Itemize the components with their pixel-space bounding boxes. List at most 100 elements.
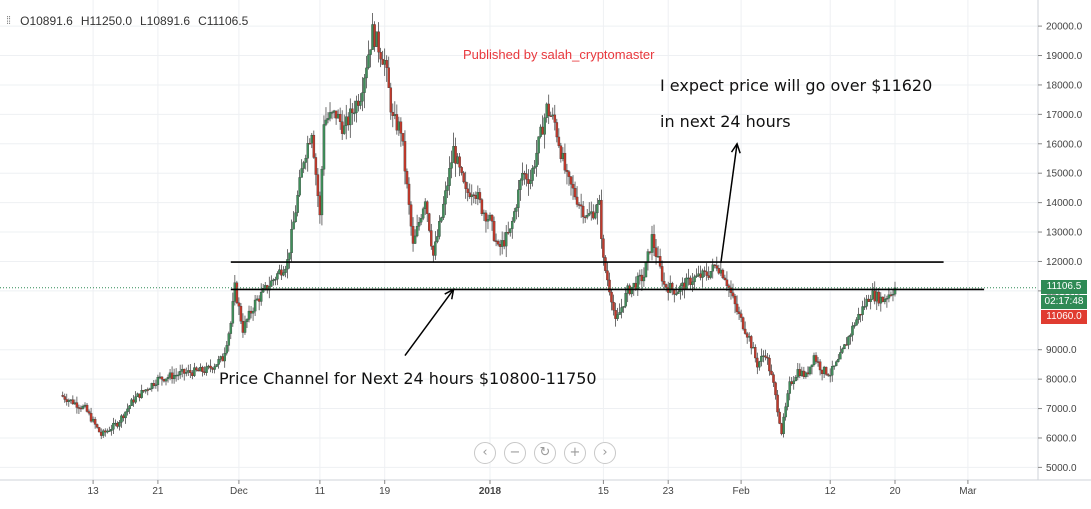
candle-body: [608, 279, 611, 293]
candle-body: [116, 422, 119, 427]
candle-body: [77, 407, 81, 409]
candle-body: [496, 241, 500, 245]
candle-body: [375, 31, 378, 47]
reset-icon: ↻: [539, 445, 551, 460]
candle-body: [280, 269, 283, 276]
candle-body: [436, 236, 439, 242]
drag-handle-icon[interactable]: ⁞⁞: [6, 15, 11, 27]
candle-body: [557, 136, 561, 146]
candle-body: [478, 192, 482, 200]
x-tick-label: 15: [598, 486, 610, 497]
candle-body: [695, 275, 698, 278]
candle-body: [99, 431, 103, 436]
candle-body: [75, 402, 79, 408]
candle-body: [847, 336, 850, 346]
zoom-out-button[interactable]: −: [504, 442, 526, 464]
candle-body: [707, 275, 710, 278]
candle-body: [213, 366, 216, 370]
candle-body: [861, 306, 864, 315]
candle-body: [671, 283, 674, 290]
candle-body: [596, 204, 599, 214]
candle-body: [569, 176, 573, 185]
candle-body: [806, 372, 810, 375]
y-tick-label: 17000.0: [1046, 110, 1083, 121]
candle-body: [713, 264, 717, 266]
candle-body: [606, 270, 609, 281]
candle-body: [835, 361, 838, 366]
candle-body: [731, 292, 735, 297]
candle-body: [630, 286, 634, 295]
candle-body: [168, 372, 172, 378]
candle-body: [693, 276, 696, 283]
candle-body: [83, 404, 87, 407]
y-tick-label: 5000.0: [1046, 463, 1077, 474]
candle-body: [545, 103, 548, 118]
candle-body: [577, 204, 581, 206]
candle-body: [355, 100, 358, 114]
candle-body: [508, 228, 512, 233]
candle-body: [778, 411, 781, 424]
candle-body: [798, 369, 802, 376]
candle-body: [849, 334, 852, 337]
candle-body: [662, 281, 666, 285]
candle-body: [403, 141, 407, 172]
candle-body: [664, 284, 668, 288]
candle-body: [828, 374, 832, 377]
candle-body: [571, 184, 575, 189]
candle-body: [691, 281, 694, 285]
candle-body: [284, 268, 287, 273]
candle-body: [195, 367, 198, 371]
candle-body: [351, 108, 354, 114]
candle-body: [405, 171, 409, 185]
candle-body: [158, 376, 162, 379]
candle-body: [774, 382, 777, 396]
candle-body: [276, 273, 279, 280]
candle-body: [462, 172, 465, 183]
expect-arrow: [720, 143, 738, 264]
candle-body: [610, 291, 613, 303]
candle-body: [359, 101, 362, 106]
candle-body: [887, 294, 891, 299]
candle-body: [891, 293, 895, 296]
candle-body: [818, 361, 822, 371]
candle-body: [298, 177, 301, 196]
candle-body: [486, 219, 490, 222]
candle-body: [154, 384, 158, 387]
candle-body: [644, 262, 648, 278]
candle-body: [456, 156, 459, 164]
candle-body: [278, 269, 281, 274]
candle-body: [830, 365, 834, 376]
zoom-in-button[interactable]: +: [564, 442, 586, 464]
candle-body: [377, 31, 380, 53]
candle-body: [792, 380, 796, 385]
candle-body: [148, 388, 152, 391]
candle-body: [367, 54, 370, 69]
y-tick-label: 15000.0: [1046, 169, 1083, 180]
candle-body: [393, 114, 397, 116]
candle-body: [796, 369, 800, 378]
scroll-left-button[interactable]: ‹: [474, 442, 496, 464]
candle-body: [93, 419, 97, 425]
candle-body: [231, 301, 235, 324]
candle-body: [448, 168, 451, 186]
candle-body: [782, 416, 785, 435]
reset-button[interactable]: ↻: [534, 442, 556, 464]
candle-body: [302, 162, 305, 169]
candle-body: [735, 303, 739, 312]
scroll-right-button[interactable]: ›: [594, 442, 616, 464]
candle-body: [229, 323, 233, 334]
candle-body: [61, 395, 64, 397]
candle-body: [101, 430, 105, 436]
candle-body: [474, 195, 478, 199]
candle-body: [559, 145, 563, 159]
candle-body: [652, 234, 656, 248]
candle-body: [385, 60, 388, 68]
candle-body: [885, 298, 889, 300]
candle-body: [349, 108, 352, 126]
candle-body: [845, 344, 848, 346]
candle-body: [853, 325, 856, 327]
candle-body: [703, 270, 706, 272]
candle-body: [521, 172, 524, 181]
candle-body: [642, 276, 646, 282]
